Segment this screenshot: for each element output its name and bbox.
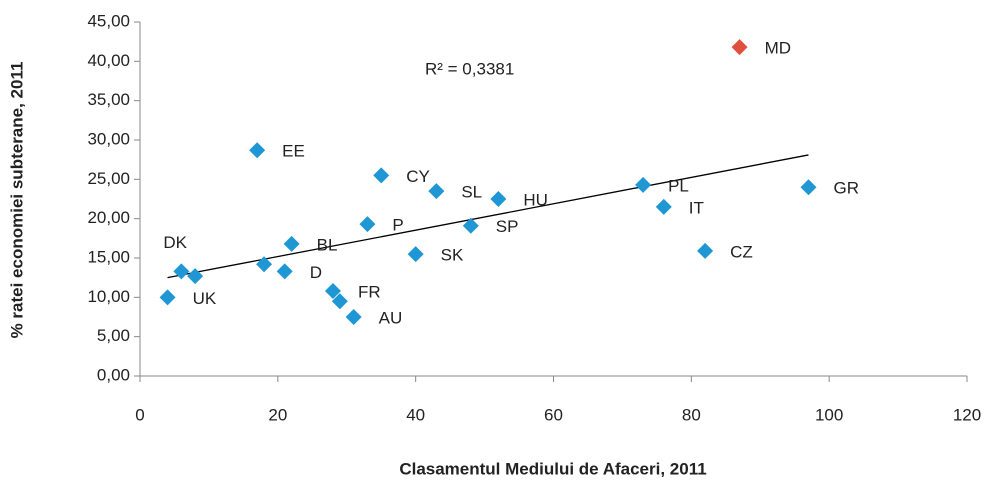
x-tick-label: 20	[268, 405, 287, 424]
point	[428, 183, 445, 200]
point	[159, 289, 176, 306]
point-label: PL	[668, 176, 689, 195]
point-label: EE	[282, 142, 305, 161]
y-tick-label: 20,00	[87, 208, 130, 227]
x-tick-label: 60	[544, 405, 563, 424]
y-tick-label: 40,00	[87, 51, 130, 70]
point	[345, 309, 362, 325]
point	[359, 216, 376, 233]
point	[276, 263, 293, 280]
point	[373, 167, 390, 184]
x-tick-label: 40	[406, 405, 425, 424]
point-label: CY	[406, 167, 430, 186]
point-label: GR	[833, 179, 859, 198]
point-label: BL	[317, 235, 338, 254]
point	[187, 268, 204, 285]
annotation: R² = 0,3381	[425, 59, 514, 78]
y-tick-label: 10,00	[87, 287, 130, 306]
point	[407, 246, 424, 263]
point-label: UK	[193, 289, 217, 308]
trendline	[167, 154, 809, 279]
y-tick-label: 0,00	[97, 365, 130, 384]
x-tick-label: 80	[682, 405, 701, 424]
y-tick-label: 45,00	[87, 11, 130, 30]
y-tick-label: 15,00	[87, 247, 130, 266]
y-tick-label: 5,00	[97, 326, 130, 345]
y-axis-title: % ratei economiei subterane, 2011	[7, 62, 26, 339]
point	[256, 256, 273, 273]
y-tick-label: 25,00	[87, 169, 130, 188]
point	[462, 217, 479, 234]
point-label: SL	[461, 183, 482, 202]
point-label: MD	[765, 39, 791, 58]
point	[635, 176, 652, 193]
x-tick-label: 100	[815, 405, 843, 424]
point	[283, 235, 300, 252]
point	[249, 142, 266, 159]
point	[331, 293, 348, 310]
x-tick-label: 120	[953, 405, 981, 424]
point-label: SP	[496, 217, 519, 236]
point-label: HU	[523, 190, 548, 209]
y-tick-label: 35,00	[87, 90, 130, 109]
point-label: IT	[689, 198, 704, 217]
y-tick-label: 30,00	[87, 129, 130, 148]
point-label: AU	[379, 308, 403, 327]
x-axis-title: Clasamentul Mediului de Afaceri, 2011	[399, 459, 706, 478]
point-label: P	[392, 216, 403, 235]
point	[800, 179, 817, 196]
point	[731, 39, 748, 56]
point-label: CZ	[730, 242, 753, 261]
point-label: SK	[441, 246, 464, 265]
point	[324, 283, 341, 300]
point	[655, 198, 672, 215]
point	[697, 242, 714, 259]
point	[490, 191, 507, 207]
point	[173, 263, 190, 280]
point-label: FR	[358, 283, 381, 302]
x-tick-label: 0	[135, 405, 144, 424]
point-label: D	[310, 263, 322, 282]
point-label: DK	[163, 233, 187, 252]
